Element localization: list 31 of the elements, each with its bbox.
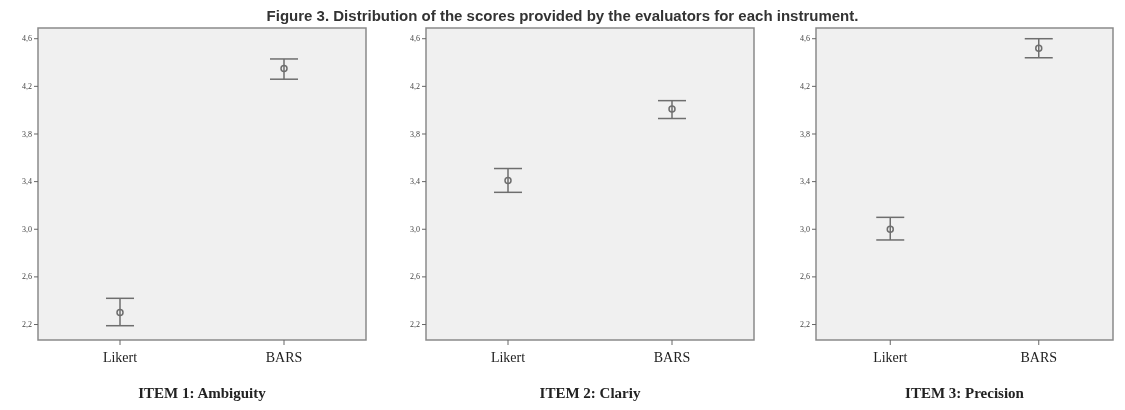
y-tick-label: 4,6 xyxy=(800,34,810,44)
y-tick-label: 3,4 xyxy=(410,177,420,187)
y-tick-label: 3,0 xyxy=(22,224,32,234)
text: Figure 3. Distribution of the scores provided by the evaluators for each instrument. xyxy=(266,7,859,24)
x-tick-label: BARS xyxy=(265,350,303,365)
y-tick-label: 3,0 xyxy=(800,224,810,234)
x-tick-label: Likert xyxy=(102,350,138,365)
x-axis-title: ITEM 2: Clariy xyxy=(539,385,641,401)
y-tick-label: 2,6 xyxy=(410,272,420,282)
x-axis-title: ITEM 1: Ambiguity xyxy=(138,385,267,401)
y-tick-label: 2,2 xyxy=(410,320,420,330)
y-tick-label: 3,8 xyxy=(800,129,810,139)
y-tick-label: 2,6 xyxy=(800,272,810,282)
y-tick-label: 3,8 xyxy=(410,129,420,139)
y-tick-label: 2,6 xyxy=(22,272,32,282)
y-tick-label: 4,2 xyxy=(22,81,32,91)
y-tick-label: 2,2 xyxy=(22,320,32,330)
x-tick-label: Likert xyxy=(873,350,908,365)
y-tick-label: 3,4 xyxy=(800,177,810,187)
y-tick-label: 3,4 xyxy=(22,177,32,187)
x-tick-label: BARS xyxy=(653,350,691,365)
y-tick-label: 4,6 xyxy=(22,34,32,44)
y-tick-label: 3,0 xyxy=(410,224,420,234)
x-axis-title: ITEM 3: Precision xyxy=(905,385,1025,401)
y-tick-label: 3,8 xyxy=(22,129,32,139)
y-tick-label: 2,2 xyxy=(800,320,810,330)
x-tick-label: Likert xyxy=(490,350,526,365)
y-tick-label: 4,2 xyxy=(410,81,420,91)
x-tick-label: BARS xyxy=(1020,350,1058,365)
y-tick-label: 4,2 xyxy=(800,81,810,91)
y-tick-label: 4,6 xyxy=(410,34,420,44)
